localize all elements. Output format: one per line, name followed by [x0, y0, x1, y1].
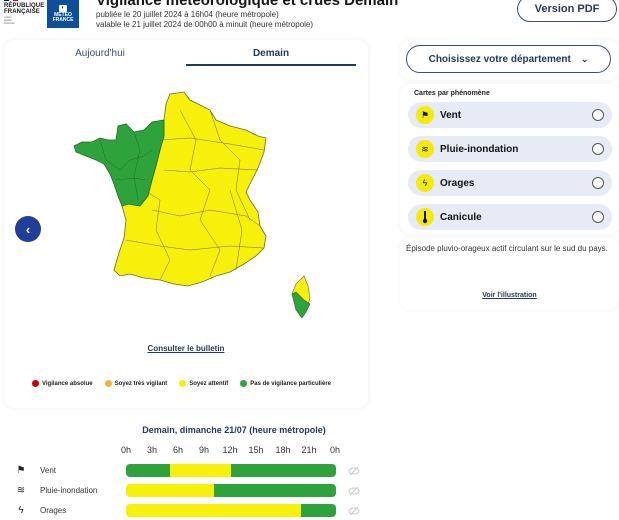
department-select-label: Choisissez votre département [428, 53, 571, 65]
legend-label: Pas de vigilance particulière [250, 380, 331, 387]
header: RÉPUBLIQUE FRANÇAISE Liberté Égalité Fra… [0, 0, 619, 34]
thermometer-icon [416, 208, 434, 226]
timeline-row-label: Vent [40, 466, 57, 475]
timeline-row-label: Orages [40, 506, 67, 515]
description-text: Épisode pluvio-orageux actif circulant s… [406, 244, 608, 253]
rain-flood-icon: ≋ [416, 140, 434, 158]
meteo-france-logo: ◐ METEO FRANCE [47, 0, 79, 28]
republique-francaise-logo: RÉPUBLIQUE FRANÇAISE Liberté Égalité Fra… [2, 0, 46, 30]
green-department-borders [99, 131, 153, 201]
hour-tick: 9h [198, 445, 210, 455]
illustration-link[interactable]: Voir l'illustration [482, 292, 537, 299]
meteo-logo-text: METEO FRANCE [52, 12, 74, 23]
timeline-bar [126, 504, 336, 517]
segment-yellow [169, 464, 231, 477]
phenomenon-radio[interactable] [592, 211, 604, 223]
bulletin-link[interactable]: Consulter le bulletin [147, 344, 225, 353]
timeline-bar [126, 464, 336, 477]
phenomena-card: Cartes par phénomène ⚑ Vent ≋ Pluie-inon… [400, 84, 619, 234]
legend-label: Vigilance absolue [42, 380, 93, 387]
phenomenon-label: Pluie-inondation [440, 143, 519, 155]
meteo-france-badge-icon: ◐ [59, 5, 67, 12]
timeline-bar [126, 484, 336, 497]
eye-slash-icon[interactable] [348, 485, 360, 497]
timeline-title: Demain, dimanche 21/07 (heure métropole) [142, 425, 326, 435]
phenomenon-radio[interactable] [592, 177, 604, 189]
lightning-icon: ϟ [416, 174, 434, 192]
red-dot-icon [32, 380, 39, 387]
legend-item-orange: Soyez très vigilant [104, 380, 168, 387]
published-date: publiée le 20 juillet 2024 à 16h04 (heur… [96, 10, 279, 19]
corsica-south [291, 291, 311, 319]
segment-green [300, 504, 336, 517]
hour-tick: 15h [248, 445, 264, 455]
department-borders [125, 109, 265, 281]
phenomenon-label: Orages [440, 177, 475, 189]
green-dot-icon [240, 380, 248, 387]
phenomenon-radio[interactable] [592, 109, 604, 121]
orange-dot-icon [104, 380, 112, 387]
department-select[interactable]: Choisissez votre département ⌄ [406, 45, 611, 73]
chevron-down-icon: ⌄ [580, 53, 589, 64]
republic-motto: Liberté Égalité Fraternité [4, 16, 15, 25]
eye-slash-icon[interactable] [348, 505, 360, 517]
phenomenon-canicule[interactable]: Canicule [408, 204, 612, 230]
timeline-row-pluie: ≋ Pluie-inondation [0, 484, 380, 500]
phenomenon-orages[interactable]: ϟ Orages [408, 170, 612, 196]
segment-yellow [126, 484, 214, 497]
map-card: Aujourd'hui Demain ‹ [4, 40, 368, 408]
rain-flood-icon: ≋ [16, 485, 26, 496]
segment-green [126, 464, 170, 477]
legend-item-red: Vigilance absolue [32, 380, 93, 387]
france-map-svg [73, 91, 311, 319]
timeline-row-orages: ϟ Orages [0, 504, 380, 520]
wind-sock-icon: ⚑ [16, 465, 26, 476]
legend-item-green: Pas de vigilance particulière [240, 380, 331, 387]
previous-button[interactable]: ‹ [15, 216, 41, 242]
timeline-hours: 0h 3h 6h 9h 12h 15h 18h 21h 0h [120, 445, 350, 457]
pdf-version-button[interactable]: Version PDF [517, 0, 617, 22]
green-departments [73, 119, 165, 207]
hour-tick: 21h [301, 445, 317, 455]
phenomena-title: Cartes par phénomène [414, 90, 490, 97]
phenomenon-pluie-inondation[interactable]: ≋ Pluie-inondation [408, 136, 612, 162]
segment-green [213, 484, 336, 497]
legend-item-yellow: Soyez attentif [179, 380, 228, 387]
tab-tomorrow[interactable]: Demain [186, 48, 356, 66]
phenomenon-radio[interactable] [592, 143, 604, 155]
phenomenon-label: Vent [440, 109, 462, 121]
phenomenon-vent[interactable]: ⚑ Vent [408, 102, 612, 128]
hour-tick: 6h [172, 445, 184, 455]
republic-logo-text: RÉPUBLIQUE FRANÇAISE [4, 3, 45, 15]
segment-green [230, 464, 336, 477]
tab-today[interactable]: Aujourd'hui [75, 48, 125, 59]
france-vigilance-map[interactable] [60, 80, 344, 324]
legend-label: Soyez attentif [189, 380, 229, 387]
segment-yellow [126, 504, 301, 517]
department-selector-card: Choisissez votre département ⌄ [400, 40, 619, 80]
hour-tick: 18h [275, 445, 291, 455]
flag-icon [4, 0, 19, 1]
timeline-row-vent: ⚑ Vent [0, 464, 380, 480]
chevron-left-icon: ‹ [25, 221, 31, 237]
hour-tick: 0h [329, 445, 341, 455]
eye-slash-icon[interactable] [348, 465, 360, 477]
phenomenon-label: Canicule [440, 211, 482, 223]
page-title: Vigilance météorologique et crues Demain [96, 0, 399, 9]
yellow-dot-icon [179, 380, 187, 387]
description-card: Épisode pluvio-orageux actif circulant s… [400, 238, 619, 310]
vigilance-legend: Vigilance absolue Soyez très vigilant So… [32, 380, 337, 387]
hour-tick: 3h [146, 445, 158, 455]
day-tabs: Aujourd'hui Demain [4, 40, 368, 66]
wind-sock-icon: ⚑ [416, 106, 434, 124]
hour-tick: 0h [120, 445, 132, 455]
validity-date: valable le 21 juillet 2024 de 00h00 à mi… [96, 20, 314, 29]
hour-tick: 12h [222, 445, 238, 455]
timeline-row-label: Pluie-inondation [40, 486, 98, 495]
thunderstorm-icon: ϟ [18, 505, 24, 516]
legend-label: Soyez très vigilant [114, 380, 168, 387]
